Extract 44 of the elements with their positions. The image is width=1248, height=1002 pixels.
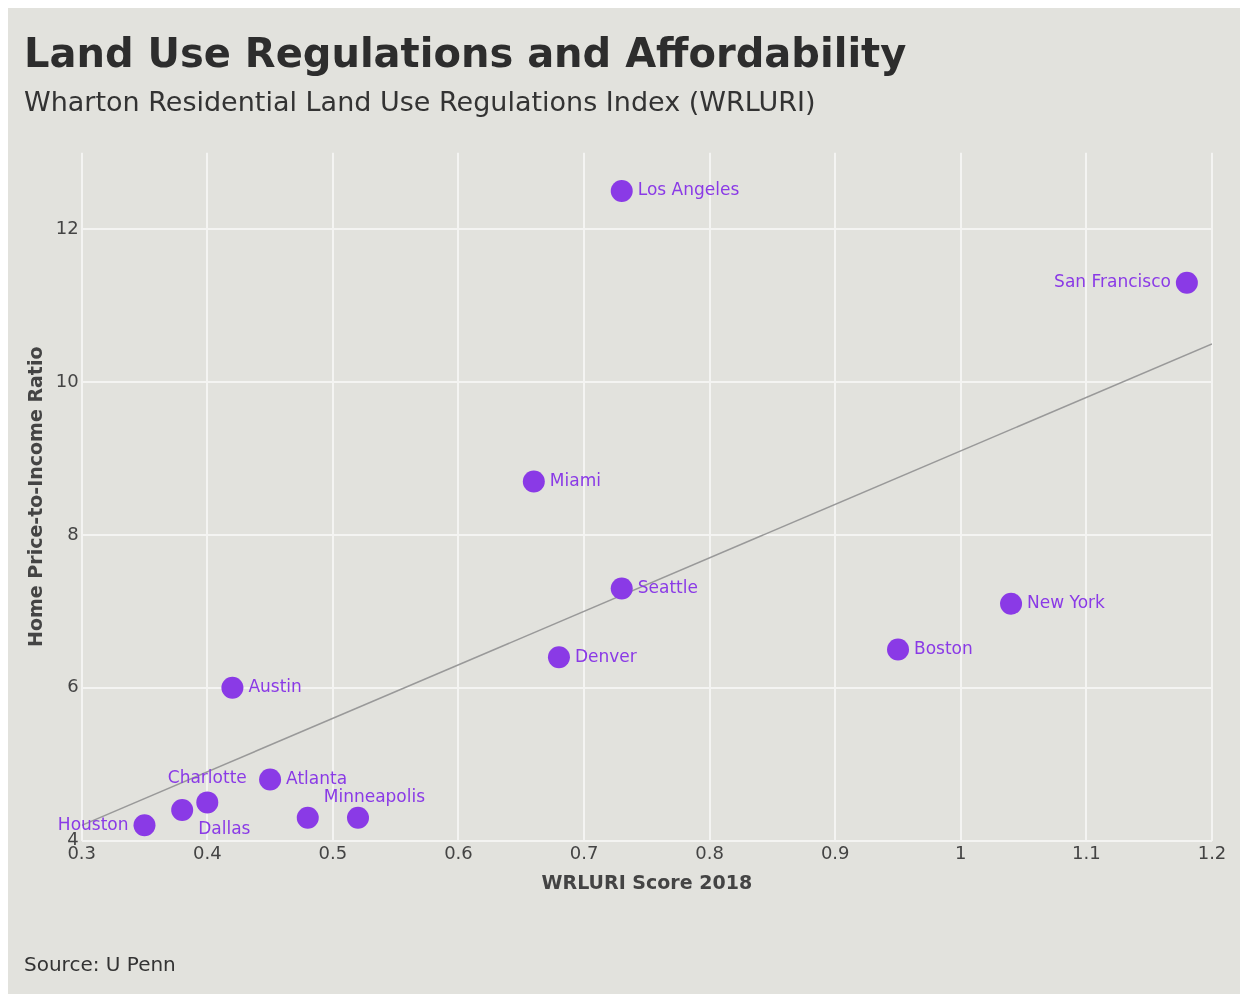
annotation: Minneapolis <box>323 786 426 807</box>
y-tick-label: 6 <box>67 675 79 697</box>
y-tick-label: 10 <box>55 369 79 391</box>
x-tick-label: 0.6 <box>444 842 473 864</box>
point <box>133 814 156 837</box>
annotation: Miami <box>549 469 601 490</box>
annotation: Denver <box>574 645 637 666</box>
annotation: Charlotte <box>167 766 247 787</box>
point <box>221 676 244 699</box>
point <box>171 799 194 822</box>
y-tick-label: 8 <box>67 522 79 544</box>
y-tick-label: 12 <box>55 216 79 238</box>
point <box>347 806 369 829</box>
annotation: Los Angeles <box>637 179 740 200</box>
x-tick-label: 0.7 <box>569 842 599 864</box>
point <box>522 470 545 493</box>
annotation: Atlanta <box>286 767 348 788</box>
point <box>1000 592 1023 615</box>
point <box>196 791 219 814</box>
x-tick-label: 0.5 <box>318 842 348 864</box>
annotation: Austin <box>248 676 302 697</box>
annotation: San Francisco <box>1054 271 1171 292</box>
x-tick-label: 0.4 <box>192 842 222 864</box>
annotation: Boston <box>914 637 973 658</box>
point <box>1175 271 1198 294</box>
point <box>887 638 910 661</box>
annotation: New York <box>1027 592 1106 613</box>
x-tick-label: 1.2 <box>1197 842 1227 864</box>
y-axis-title: Home Price-to-Income Ratio <box>24 346 47 647</box>
x-tick-label: 0.8 <box>695 842 724 864</box>
point <box>296 806 319 829</box>
x-axis-title: WRLURI Score 2018 <box>541 870 753 893</box>
annotation: Dallas <box>198 818 251 839</box>
point <box>610 577 633 600</box>
point <box>610 180 633 203</box>
point <box>259 768 282 791</box>
source-note: Source: U Penn <box>24 952 176 976</box>
x-tick-label: 0.9 <box>820 842 850 864</box>
point <box>547 646 570 669</box>
x-tick-label: 1.1 <box>1072 842 1101 864</box>
chart-subtitle: Wharton Residential Land Use Regulations Index (WRLURI) <box>24 86 817 117</box>
x-tick-label: 1 <box>955 842 967 864</box>
annotation: Seattle <box>637 576 698 597</box>
chart-title: Land Use Regulations and Affordability <box>24 30 908 76</box>
